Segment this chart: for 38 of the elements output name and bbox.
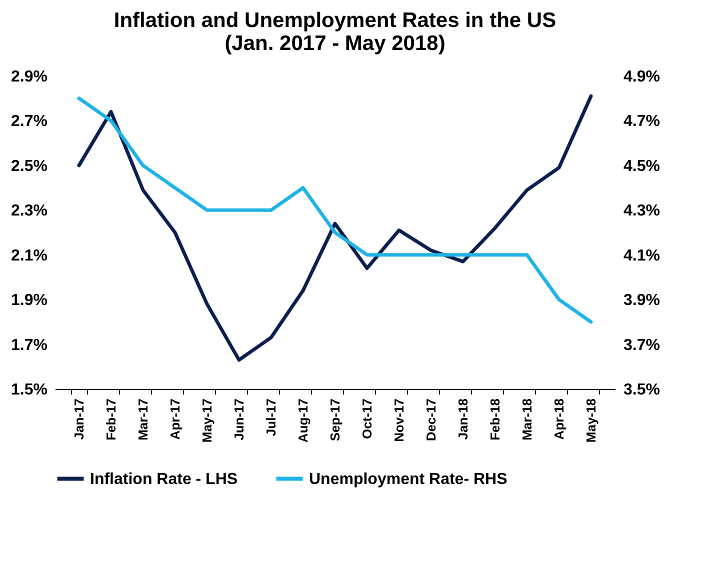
x-tick-label: Jan-18 — [456, 398, 470, 440]
y2-tick-label: 4.9% — [624, 68, 660, 86]
line-series — [77, 94, 593, 362]
y-tick-label: 1.7% — [11, 336, 48, 354]
legend-label: Unemployment Rate- RHS — [309, 470, 508, 488]
y-tick-label: 2.3% — [11, 202, 48, 220]
y-tick-label: 2.5% — [11, 158, 48, 175]
y-tick-label: 2.7% — [11, 113, 48, 130]
x-tick-label: Feb-18 — [488, 398, 502, 440]
chart-title: Inflation and Unemployment Rates in the US (Jan. 2017 - May 2018) — [114, 9, 556, 55]
y-tick-label: 1.9% — [11, 292, 48, 310]
x-tick-label: Nov-17 — [392, 398, 406, 442]
y2-tick-label: 3.9% — [624, 292, 660, 310]
x-tick-label: Mar-18 — [520, 398, 534, 440]
y2-tick-label: 4.7% — [624, 113, 660, 130]
y-tick-label: 1.5% — [11, 382, 48, 398]
y2-tick-label: 3.7% — [624, 336, 660, 354]
y-tick-label: 2.1% — [11, 247, 48, 264]
x-tick-label: Sep-17 — [328, 398, 342, 442]
y2-tick-label: 3.5% — [624, 382, 660, 398]
x-tick-label: Jan-17 — [72, 398, 86, 440]
x-tick-label: May-17 — [200, 398, 214, 443]
y-tick-label: 2.9% — [11, 68, 48, 86]
y2-tick-label: 4.5% — [624, 158, 660, 175]
x-tick-label: Jul-17 — [264, 398, 278, 436]
legend-label: Inflation Rate - LHS — [90, 470, 238, 488]
y2-tick-label: 4.3% — [624, 202, 660, 220]
x-tick-label: Apr-18 — [552, 398, 566, 440]
x-tick-label: May-18 — [584, 398, 598, 443]
x-tick-label: Oct-17 — [360, 398, 374, 439]
x-tick-label: Aug-17 — [296, 398, 310, 443]
line-series — [77, 96, 593, 324]
x-tick-label: Apr-17 — [168, 398, 182, 440]
x-tick-label: Mar-17 — [136, 398, 150, 440]
x-tick-label: Dec-17 — [424, 398, 438, 442]
x-tick-label: Feb-17 — [104, 398, 118, 440]
x-tick-label: Jun-17 — [232, 398, 246, 440]
y2-tick-label: 4.1% — [624, 247, 660, 264]
